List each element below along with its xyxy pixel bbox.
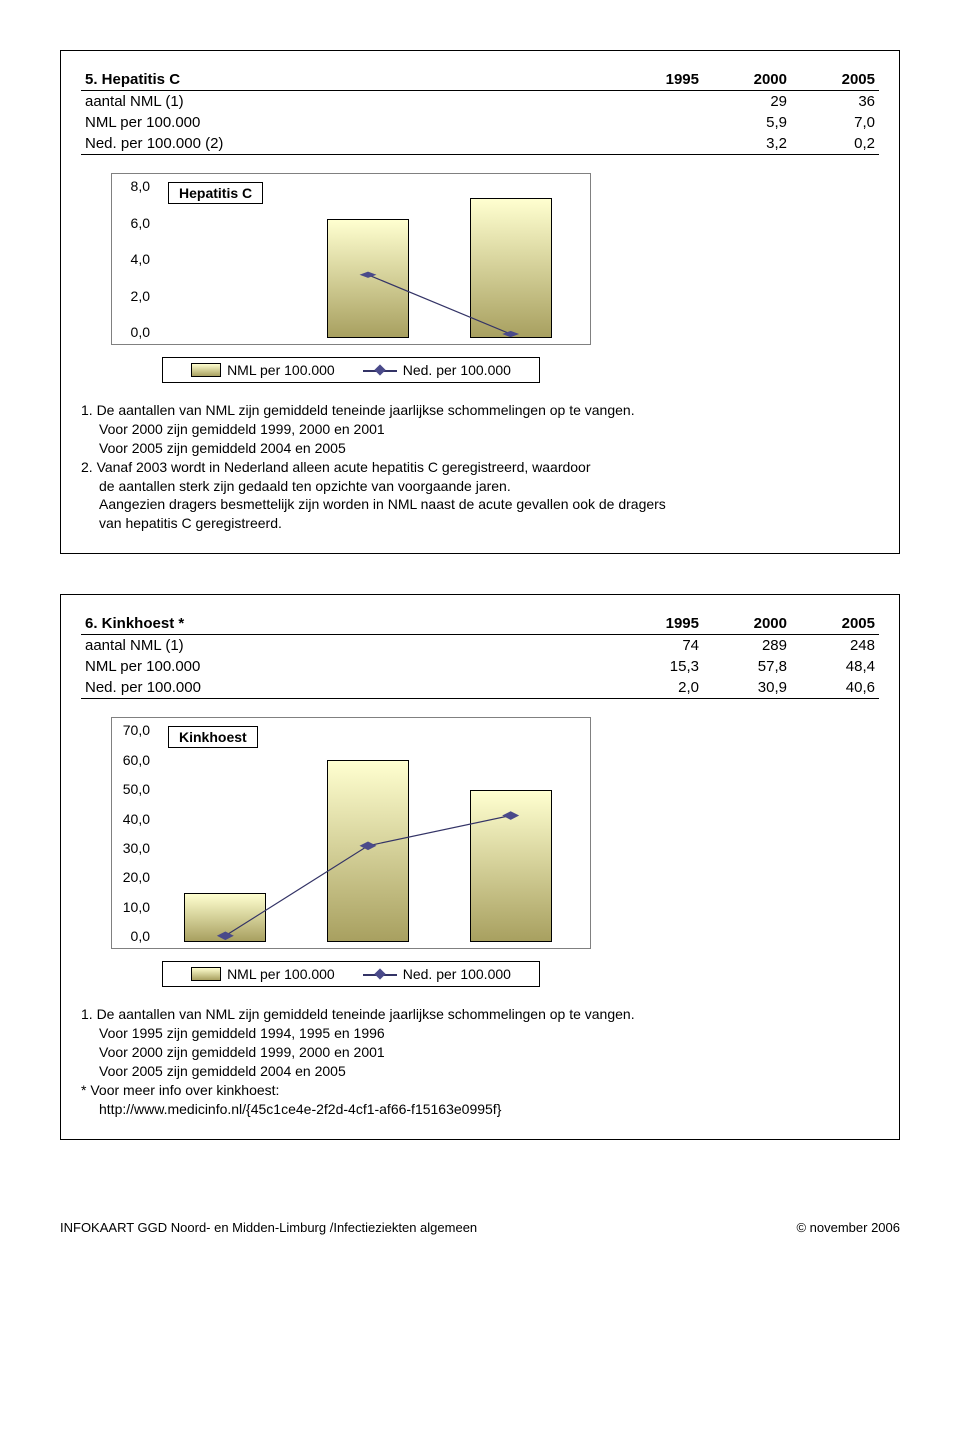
footer-right: © november 2006: [796, 1220, 900, 1235]
cell: 5,9: [703, 112, 791, 133]
note-line: Voor 2000 zijn gemiddeld 1999, 2000 en 2…: [81, 1043, 879, 1062]
y-axis-labels: 70,0 60,0 50,0 40,0 30,0 20,0 10,0 0,0: [112, 718, 154, 948]
year-col: 2000: [703, 69, 791, 91]
table-title: 5. Hepatitis C: [81, 69, 615, 91]
chart-title: Kinkhoest: [168, 726, 258, 748]
note-line: 2. Vanaf 2003 wordt in Nederland alleen …: [81, 458, 879, 477]
y-tick-label: 0,0: [131, 928, 150, 944]
y-tick-label: 8,0: [131, 178, 150, 194]
chart-kinkhoest: Kinkhoest 70,0 60,0 50,0 40,0 30,0 20,0 10,0 0,…: [111, 717, 591, 987]
cell: 15,3: [615, 656, 703, 677]
cell: [615, 133, 703, 155]
cell: 30,9: [703, 677, 791, 699]
cell: 2,0: [615, 677, 703, 699]
note-line: 1. De aantallen van NML zijn gemiddeld t…: [81, 1005, 879, 1024]
note-line: de aantallen sterk zijn gedaald ten opzi…: [81, 477, 879, 496]
cell: 74: [615, 635, 703, 657]
cell: 289: [703, 635, 791, 657]
chart-hepatitis-c: Hepatitis C 8,0 6,0 4,0 2,0 0,0 NML per 100.…: [111, 173, 591, 383]
page-footer: INFOKAART GGD Noord- en Midden-Limburg /…: [0, 1220, 960, 1265]
year-col: 1995: [615, 69, 703, 91]
table-title: 6. Kinkhoest *: [81, 613, 615, 635]
chart-legend: NML per 100.000 Ned. per 100.000: [162, 961, 540, 987]
notes-kinkhoest: 1. De aantallen van NML zijn gemiddeld t…: [81, 1005, 879, 1118]
legend-line-label: Ned. per 100.000: [403, 362, 511, 378]
cell: 48,4: [791, 656, 879, 677]
notes-hepatitis-c: 1. De aantallen van NML zijn gemiddeld t…: [81, 401, 879, 533]
note-line: Voor 2005 zijn gemiddeld 2004 en 2005: [81, 439, 879, 458]
legend-bar-label: NML per 100.000: [227, 362, 335, 378]
bar-swatch-icon: [191, 363, 221, 377]
plot-area: [154, 724, 582, 942]
line-swatch-icon: [363, 967, 397, 981]
bar-swatch-icon: [191, 967, 221, 981]
year-col: 2005: [791, 69, 879, 91]
table-hepatitis-c: 5. Hepatitis C 1995 2000 2005 aantal NML…: [81, 69, 879, 155]
y-tick-label: 6,0: [131, 215, 150, 231]
cell: [615, 91, 703, 113]
row-label: Ned. per 100.000: [81, 677, 615, 699]
y-tick-label: 70,0: [123, 722, 150, 738]
line-swatch-icon: [363, 363, 397, 377]
y-tick-label: 2,0: [131, 288, 150, 304]
table-kinkhoest: 6. Kinkhoest * 1995 2000 2005 aantal NML…: [81, 613, 879, 699]
legend-line-label: Ned. per 100.000: [403, 966, 511, 982]
y-tick-label: 30,0: [123, 840, 150, 856]
legend-bar: NML per 100.000: [191, 362, 335, 378]
note-line: Aangezien dragers besmettelijk zijn word…: [81, 495, 879, 514]
note-line: * Voor meer info over kinkhoest:: [81, 1081, 879, 1100]
year-col: 1995: [615, 613, 703, 635]
legend-bar-label: NML per 100.000: [227, 966, 335, 982]
note-line: 1. De aantallen van NML zijn gemiddeld t…: [81, 401, 879, 420]
note-line: Voor 2005 zijn gemiddeld 2004 en 2005: [81, 1062, 879, 1081]
y-tick-label: 40,0: [123, 811, 150, 827]
legend-bar: NML per 100.000: [191, 966, 335, 982]
legend-line: Ned. per 100.000: [363, 362, 511, 378]
note-line: van hepatitis C geregistreerd.: [81, 514, 879, 533]
y-tick-label: 50,0: [123, 781, 150, 797]
cell: 29: [703, 91, 791, 113]
panel-hepatitis-c: 5. Hepatitis C 1995 2000 2005 aantal NML…: [60, 50, 900, 554]
cell: 40,6: [791, 677, 879, 699]
row-label: NML per 100.000: [81, 112, 615, 133]
note-line: Voor 2000 zijn gemiddeld 1999, 2000 en 2…: [81, 420, 879, 439]
y-tick-label: 60,0: [123, 752, 150, 768]
row-label: aantal NML (1): [81, 91, 615, 113]
legend-line: Ned. per 100.000: [363, 966, 511, 982]
row-label: NML per 100.000: [81, 656, 615, 677]
cell: 36: [791, 91, 879, 113]
note-line: http://www.medicinfo.nl/{45c1ce4e-2f2d-4…: [81, 1100, 879, 1119]
cell: 0,2: [791, 133, 879, 155]
cell: [615, 112, 703, 133]
cell: 7,0: [791, 112, 879, 133]
row-label: Ned. per 100.000 (2): [81, 133, 615, 155]
note-line: Voor 1995 zijn gemiddeld 1994, 1995 en 1…: [81, 1024, 879, 1043]
y-tick-label: 4,0: [131, 251, 150, 267]
panel-kinkhoest: 6. Kinkhoest * 1995 2000 2005 aantal NML…: [60, 594, 900, 1139]
cell: 3,2: [703, 133, 791, 155]
y-tick-label: 0,0: [131, 324, 150, 340]
year-col: 2000: [703, 613, 791, 635]
chart-title: Hepatitis C: [168, 182, 263, 204]
y-tick-label: 20,0: [123, 869, 150, 885]
row-label: aantal NML (1): [81, 635, 615, 657]
cell: 248: [791, 635, 879, 657]
year-col: 2005: [791, 613, 879, 635]
y-axis-labels: 8,0 6,0 4,0 2,0 0,0: [112, 174, 154, 344]
footer-left: INFOKAART GGD Noord- en Midden-Limburg /…: [60, 1220, 477, 1235]
chart-legend: NML per 100.000 Ned. per 100.000: [162, 357, 540, 383]
y-tick-label: 10,0: [123, 899, 150, 915]
cell: 57,8: [703, 656, 791, 677]
